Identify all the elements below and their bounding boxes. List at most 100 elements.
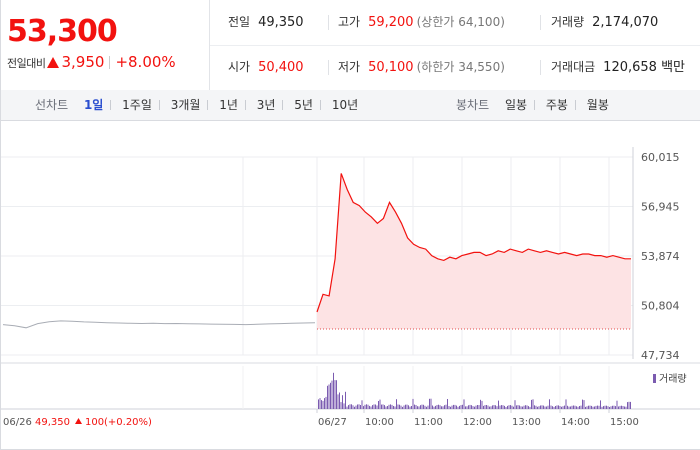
low-value: 50,100	[368, 60, 414, 75]
volume-bar	[471, 405, 472, 409]
divider	[282, 100, 284, 110]
volume-bar	[598, 405, 600, 409]
volume-bar	[388, 404, 390, 409]
volume-bar	[562, 406, 564, 409]
volume-bar	[511, 405, 513, 409]
volume-bar	[451, 405, 453, 409]
volume-bar	[348, 405, 349, 409]
volume-bar	[493, 405, 495, 409]
tab-1-day[interactable]: 1일	[83, 98, 104, 112]
volume-bar	[426, 406, 427, 409]
volume-bar	[330, 382, 331, 409]
volume-bar	[480, 399, 481, 409]
divider	[319, 100, 321, 110]
volume-bar	[607, 406, 609, 409]
volume-bar	[442, 406, 444, 409]
volume-bar	[478, 405, 480, 409]
volume-bar	[375, 404, 376, 409]
divider	[244, 100, 246, 110]
volume-bar	[424, 405, 426, 409]
volume-bar	[477, 405, 478, 409]
volume-bar	[376, 405, 378, 409]
volume-bar	[573, 405, 574, 409]
volume-bar	[382, 404, 384, 409]
volume-bar	[339, 392, 340, 409]
volume-bar	[529, 406, 531, 409]
divider	[158, 100, 160, 110]
volume-bar	[372, 405, 373, 409]
divider	[328, 15, 329, 30]
volume-bar	[507, 405, 508, 409]
open-value: 50,400	[258, 60, 304, 75]
volume-bar	[589, 405, 591, 409]
volume-bar	[460, 405, 462, 409]
volume-bar	[483, 405, 484, 409]
prev-day-percent: (+0.20%)	[104, 417, 152, 428]
tab-3-months[interactable]: 3개월	[170, 98, 201, 112]
prev-day-series	[2, 320, 316, 329]
volume-bar	[454, 404, 456, 409]
volume-bar	[528, 406, 529, 409]
volume-bar	[484, 405, 486, 409]
volume-bar	[385, 406, 387, 409]
volume-bar	[604, 405, 606, 409]
volume-value: 2,174,070	[592, 15, 659, 30]
volume-bar	[627, 402, 628, 409]
change-amount: 3,950	[61, 53, 105, 71]
volume-bar	[600, 400, 601, 409]
y-tick-label: 60,015	[641, 151, 680, 164]
volume-bar	[373, 404, 375, 409]
volume-bar	[546, 406, 547, 409]
volume-bar	[567, 405, 568, 409]
volume-bar	[444, 405, 445, 409]
volume-bar	[400, 405, 402, 409]
volume-bar	[450, 406, 451, 409]
volume-bar	[445, 404, 447, 409]
price-box: 53,300 전일대비 3,950 +8.00%	[1, 0, 210, 90]
tab-3-years[interactable]: 3년	[256, 98, 276, 112]
volume-bar	[501, 405, 502, 409]
volume-bar	[561, 406, 562, 409]
volume-bar	[513, 406, 514, 409]
volume-bar	[384, 405, 385, 409]
y-tick-label: 47,734	[641, 349, 680, 362]
volume-bar	[534, 405, 535, 409]
divider	[109, 56, 111, 69]
volume-bar	[325, 396, 327, 409]
divider	[540, 60, 541, 75]
volume-bar	[438, 404, 439, 409]
volume-label: 거래량	[551, 15, 585, 29]
volume-bar	[418, 406, 420, 409]
volume-bar	[519, 405, 520, 409]
volume-bar	[429, 398, 430, 409]
volume-bar	[622, 406, 624, 409]
volume-bar	[630, 401, 631, 409]
volume-bar	[597, 405, 598, 409]
prev-day-date: 06/26	[3, 417, 32, 428]
volume-bar	[516, 405, 517, 409]
x-tick-label: 11:00	[414, 417, 443, 428]
tab-1-week[interactable]: 1주일	[122, 98, 152, 112]
tab-monthly-candle[interactable]: 월봉	[586, 98, 609, 112]
upper-limit: (상한가 64,100)	[416, 15, 505, 29]
volume-bar	[580, 405, 582, 409]
volume-bar	[430, 398, 432, 409]
volume-bar	[361, 400, 363, 409]
volume-bar	[439, 405, 441, 409]
amount-label: 거래대금	[551, 60, 596, 74]
x-tick-label: 15:00	[610, 417, 639, 428]
tab-10-years[interactable]: 10년	[331, 98, 359, 112]
tab-5-years[interactable]: 5년	[294, 98, 313, 112]
volume-bar	[582, 399, 583, 409]
volume-bar	[624, 406, 625, 409]
tab-daily-candle[interactable]: 일봉	[504, 98, 528, 112]
volume-bar	[379, 399, 381, 409]
volume-bar	[345, 391, 346, 409]
volume-bar	[475, 405, 477, 409]
divider	[110, 100, 112, 110]
tab-1-year[interactable]: 1년	[219, 98, 238, 112]
y-axis-labels: 60,015 56,945 53,874 50,804 47,734	[641, 151, 680, 362]
volume-bar	[517, 405, 519, 409]
volume-bar	[412, 398, 414, 409]
tab-weekly-candle[interactable]: 주봉	[545, 98, 568, 112]
